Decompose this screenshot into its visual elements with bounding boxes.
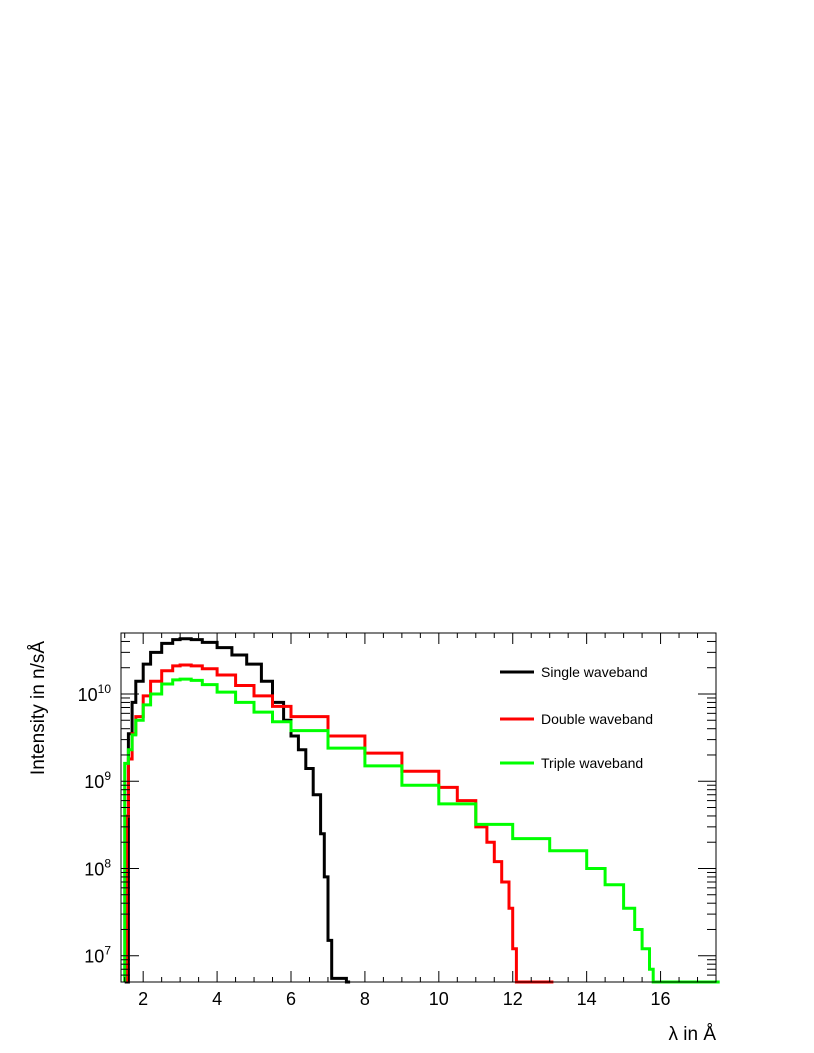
x-tick-label: 16 [651,989,671,1009]
x-tick-label: 12 [503,989,523,1009]
legend-label-2: Double waveband [541,711,653,727]
x-tick-label: 2 [138,989,148,1009]
series-line-3 [123,677,720,984]
series-layer [123,637,720,984]
x-tick-label: 10 [429,989,449,1009]
plot-frame [120,632,717,983]
x-tick-label: 14 [577,989,597,1009]
legend-label-3: Triple waveband [541,755,643,771]
x-tick-label: 4 [212,989,222,1009]
y-tick-label: 107 [84,944,111,967]
legend-label-1: Single waveband [541,664,648,680]
x-tick-label: 6 [286,989,296,1009]
y-tick-label: 108 [84,856,111,879]
y-tick-exponent: 10 [98,682,112,696]
y-axis-label: Intensity in n/sÅ [28,641,49,775]
y-tick-exponent: 8 [104,856,111,870]
series-line-1 [124,637,351,984]
x-axis-label: λ in Å [668,1024,716,1045]
y-tick-label: 109 [84,769,111,792]
y-tick-exponent: 9 [104,769,111,783]
legend: Single waveband Double waveband Triple wav… [500,664,653,771]
x-tick-label: 8 [360,989,370,1009]
y-tick-exponent: 7 [104,944,111,958]
y-tick-label: 1010 [78,682,112,705]
series-line-2 [125,663,554,984]
